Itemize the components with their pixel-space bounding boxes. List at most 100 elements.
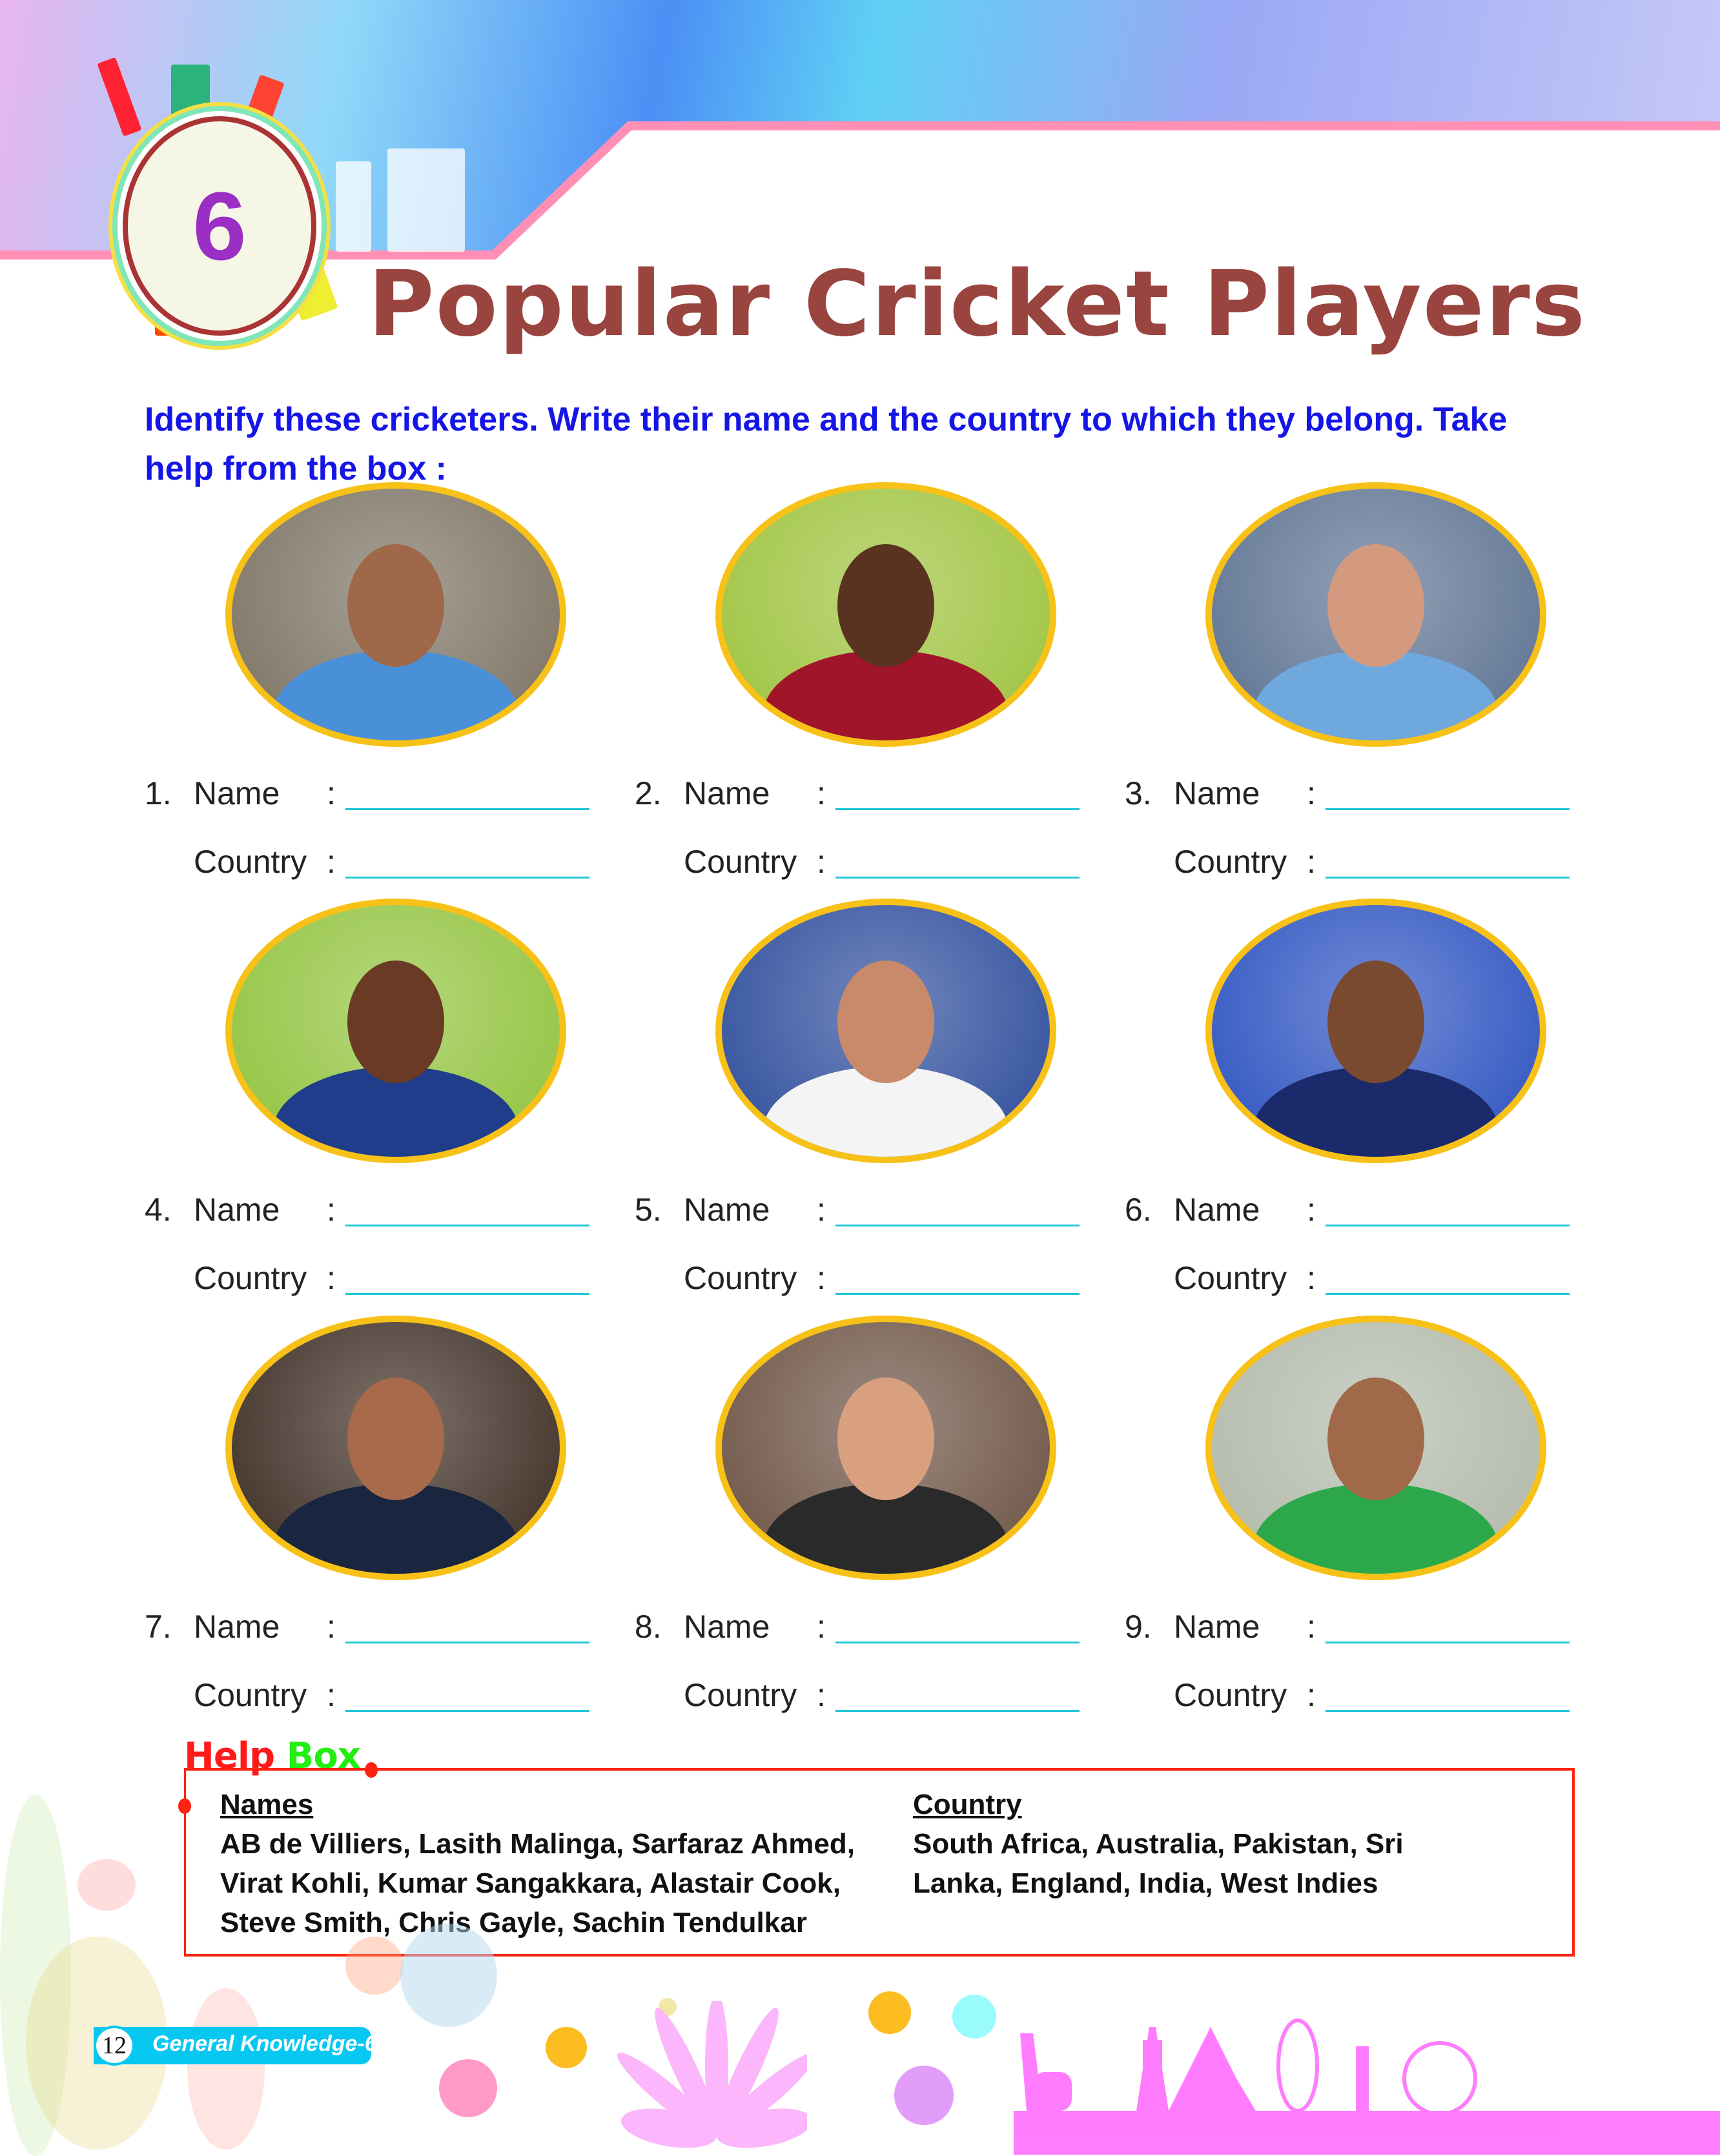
name-label: Name [194, 1609, 280, 1645]
country-label: Country [1174, 1260, 1287, 1296]
decorative-bubble [400, 1924, 497, 2027]
decorative-bubble [0, 1795, 71, 2156]
name-colon: : [1307, 775, 1316, 811]
name-answer-line[interactable] [1326, 808, 1570, 810]
country-colon: : [817, 1677, 826, 1713]
name-label: Name [1174, 1609, 1260, 1645]
name-answer-line[interactable] [835, 1225, 1080, 1226]
landmark-decoration [387, 148, 465, 252]
player-number: 5. [635, 1192, 662, 1228]
country-label: Country [1174, 1677, 1287, 1713]
names-line: AB de Villiers, Lasith Malinga, Sarfaraz… [220, 1828, 855, 1860]
footer-book-badge [94, 2027, 371, 2064]
player-photo [225, 899, 566, 1163]
name-label: Name [194, 1192, 280, 1228]
country-answer-line[interactable] [345, 877, 589, 879]
decorative-bubble [894, 2066, 954, 2125]
country-label: Country [194, 844, 307, 880]
name-colon: : [817, 1609, 826, 1645]
country-line: South Africa, Australia, Pakistan, Sri [913, 1828, 1404, 1860]
name-colon: : [327, 1609, 336, 1645]
player-number: 2. [635, 775, 662, 811]
player-number: 4. [145, 1192, 172, 1228]
player-number: 3. [1125, 775, 1152, 811]
instructions-line-2: help from the box : [145, 450, 447, 487]
chapter-badge: 6 [123, 116, 316, 336]
decorative-bubble [546, 2027, 587, 2068]
name-colon: : [817, 1192, 826, 1228]
player-photo [715, 899, 1056, 1163]
names-line: Steve Smith, Chris Gayle, Sachin Tendulk… [220, 1907, 807, 1938]
decorative-bubble [439, 2059, 497, 2117]
skyline-decoration [1014, 2019, 1720, 2155]
decorative-bubble [77, 1859, 136, 1911]
country-answer-line[interactable] [835, 877, 1080, 879]
player-photo [715, 482, 1056, 747]
player-photo [1205, 1316, 1546, 1580]
country-colon: : [1307, 844, 1316, 880]
help-countries: Country South Africa, Australia, Pakista… [913, 1785, 1404, 1903]
name-colon: : [1307, 1192, 1316, 1228]
player-face [1327, 960, 1424, 1083]
player-face [347, 544, 444, 667]
names-heading: Names [220, 1789, 314, 1820]
country-answer-line[interactable] [1326, 877, 1570, 879]
country-colon: : [817, 844, 826, 880]
instructions-line-1: Identify these cricketers. Write their n… [145, 401, 1508, 438]
player-face [347, 960, 444, 1083]
player-photo [1205, 899, 1546, 1163]
header-white-panel [494, 126, 1720, 258]
name-colon: : [327, 775, 336, 811]
name-answer-line[interactable] [345, 1642, 589, 1643]
player-photo [225, 482, 566, 747]
name-answer-line[interactable] [1326, 1642, 1570, 1643]
name-answer-line[interactable] [345, 808, 589, 810]
country-label: Country [1174, 844, 1287, 880]
name-answer-line[interactable] [835, 808, 1080, 810]
page-title: Popular Cricket Players [368, 252, 1586, 357]
player-face [837, 960, 934, 1083]
country-colon: : [1307, 1677, 1316, 1713]
player-number: 9. [1125, 1609, 1152, 1645]
country-answer-line[interactable] [1326, 1710, 1570, 1712]
player-number: 7. [145, 1609, 172, 1645]
player-face [837, 1377, 934, 1500]
country-answer-line[interactable] [835, 1293, 1080, 1295]
country-answer-line[interactable] [345, 1293, 589, 1295]
player-face [837, 544, 934, 667]
country-colon: : [327, 1677, 336, 1713]
name-label: Name [684, 1192, 770, 1228]
book-title: General Knowledge-6 [152, 2031, 377, 2056]
country-label: Country [684, 1677, 797, 1713]
country-answer-line[interactable] [345, 1710, 589, 1712]
name-label: Name [684, 775, 770, 811]
country-label: Country [684, 844, 797, 880]
player-photo [1205, 482, 1546, 747]
help-box-dot [365, 1762, 378, 1778]
help-box-dot [178, 1798, 191, 1814]
player-number: 8. [635, 1609, 662, 1645]
country-answer-line[interactable] [1326, 1293, 1570, 1295]
player-number: 6. [1125, 1192, 1152, 1228]
decorative-bubble [952, 1995, 996, 2039]
chapter-number: 6 [192, 171, 247, 280]
player-face [347, 1377, 444, 1500]
player-face [1327, 1377, 1424, 1500]
player-photo [715, 1316, 1056, 1580]
country-colon: : [1307, 1260, 1316, 1296]
player-photo [225, 1316, 566, 1580]
country-label: Country [194, 1260, 307, 1296]
country-label: Country [684, 1260, 797, 1296]
name-colon: : [1307, 1609, 1316, 1645]
name-label: Name [684, 1609, 770, 1645]
name-colon: : [327, 1192, 336, 1228]
page-number: 12 [94, 2026, 135, 2066]
name-answer-line[interactable] [835, 1642, 1080, 1643]
decorative-bubble [187, 1988, 265, 2150]
name-answer-line[interactable] [345, 1225, 589, 1226]
player-face [1327, 544, 1424, 667]
country-colon: : [817, 1260, 826, 1296]
country-answer-line[interactable] [835, 1710, 1080, 1712]
name-answer-line[interactable] [1326, 1225, 1570, 1226]
names-line: Virat Kohli, Kumar Sangakkara, Alastair … [220, 1867, 841, 1899]
